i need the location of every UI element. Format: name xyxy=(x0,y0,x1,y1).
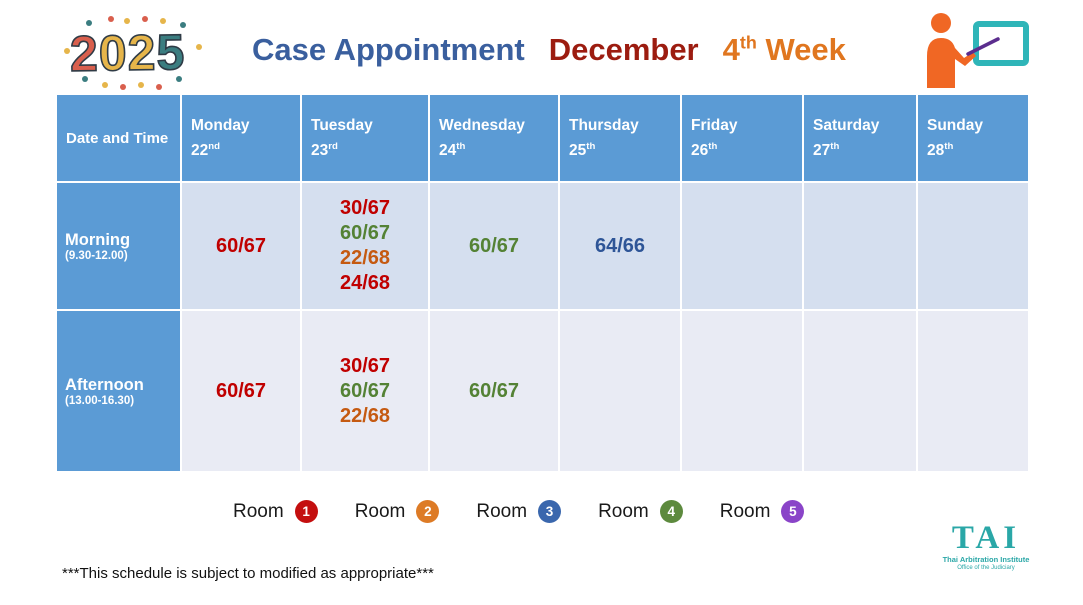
day-header-friday: Friday 26th xyxy=(682,95,802,181)
legend-room-label: Room xyxy=(354,500,406,522)
cell-afternoon-wednesday: 60/67 xyxy=(430,311,558,471)
appointment-value: 60/67 xyxy=(339,379,391,402)
cell-morning-friday xyxy=(682,183,802,309)
cell-afternoon-sunday xyxy=(918,311,1028,471)
corner-header-cell: Date and Time xyxy=(57,95,180,181)
cell-morning-tuesday: 30/67 60/67 22/68 24/68 xyxy=(302,183,428,309)
year-2025-logo: 2025 xyxy=(58,6,208,94)
tai-logo-name: Thai Arbitration Institute xyxy=(942,555,1030,564)
appointment-value: 60/67 xyxy=(468,234,520,257)
appointment-value: 22/68 xyxy=(339,404,391,427)
cell-morning-wednesday: 60/67 xyxy=(430,183,558,309)
room-number-badge: 3 xyxy=(538,500,562,523)
year-digit: 5 xyxy=(155,23,186,81)
title-month: December xyxy=(548,32,699,67)
cell-morning-thursday: 64/66 xyxy=(560,183,680,309)
day-header-thursday: Thursday 25th xyxy=(560,95,680,181)
room-number-badge: 2 xyxy=(416,500,440,523)
day-header-tuesday: Tuesday 23rd xyxy=(302,95,428,181)
tai-logo: TAI Thai Arbitration Institute Office of… xyxy=(930,520,1042,572)
legend-item-room-5: Room 5 xyxy=(720,500,805,523)
cell-afternoon-saturday xyxy=(804,311,916,471)
legend-item-room-1: Room 1 xyxy=(233,500,318,523)
tai-logo-acronym: TAI xyxy=(951,520,1021,556)
appointment-value: 60/67 xyxy=(468,379,520,402)
row-label-morning: Morning (9.30-12.00) xyxy=(57,183,180,309)
confetti-dots xyxy=(72,18,78,24)
year-digit: 0 xyxy=(98,24,129,82)
appointment-value: 24/68 xyxy=(339,272,391,294)
legend-item-room-3: Room 3 xyxy=(476,500,562,523)
day-header-saturday: Saturday 27th xyxy=(804,95,916,181)
appointment-value: 22/68 xyxy=(339,247,391,269)
tai-logo-subname: Office of the Judiciary xyxy=(957,565,1015,571)
room-legend: Room 1 Room 2 Room 3 Room 4 Room 5 xyxy=(233,500,805,523)
schedule-table: Date and Time Monday 22nd Tuesday 23rd W… xyxy=(57,95,1028,471)
cell-morning-monday: 60/67 xyxy=(182,183,300,309)
cell-afternoon-tuesday: 30/67 60/67 22/68 xyxy=(302,311,428,471)
corner-header-label: Date and Time xyxy=(66,129,169,147)
day-header-sunday: Sunday 28th xyxy=(918,95,1028,181)
title-week: 4th Week xyxy=(722,32,846,67)
room-number-badge: 5 xyxy=(781,500,805,523)
presenter-at-whiteboard-icon xyxy=(918,12,1030,93)
appointment-value: 30/67 xyxy=(339,354,391,377)
year-digit: 2 xyxy=(126,24,157,82)
appointment-value: 64/66 xyxy=(594,234,646,257)
cell-afternoon-friday xyxy=(682,311,802,471)
page-title: Case Appointment December 4th Week xyxy=(252,32,846,68)
cell-morning-saturday xyxy=(804,183,916,309)
day-header-monday: Monday 22nd xyxy=(182,95,300,181)
legend-item-room-4: Room 4 xyxy=(598,500,683,523)
cell-afternoon-thursday xyxy=(560,311,680,471)
room-number-badge: 1 xyxy=(294,500,318,523)
title-main: Case Appointment xyxy=(252,32,525,67)
legend-item-room-2: Room 2 xyxy=(355,500,440,523)
appointment-value: 30/67 xyxy=(339,197,391,219)
cell-afternoon-monday: 60/67 xyxy=(182,311,300,471)
cell-morning-sunday xyxy=(918,183,1028,309)
legend-room-label: Room xyxy=(598,500,649,522)
legend-room-label: Room xyxy=(233,500,284,522)
appointment-value: 60/67 xyxy=(215,234,267,257)
footnote: ***This schedule is subject to modified … xyxy=(62,565,434,582)
year-digits: 2025 xyxy=(69,23,187,83)
legend-room-label: Room xyxy=(719,500,771,522)
day-header-wednesday: Wednesday 24th xyxy=(430,95,558,181)
year-digit: 2 xyxy=(69,25,100,83)
row-label-afternoon: Afternoon (13.00-16.30) xyxy=(57,311,180,471)
appointment-value: 60/67 xyxy=(215,379,267,402)
room-number-badge: 4 xyxy=(659,500,683,523)
appointment-value: 60/67 xyxy=(339,222,391,244)
legend-room-label: Room xyxy=(476,500,528,522)
